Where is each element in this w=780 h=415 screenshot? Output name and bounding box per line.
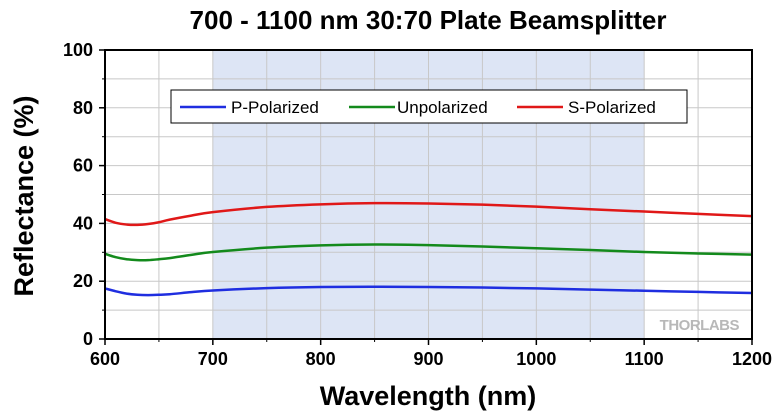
x-tick-label: 900 [413, 349, 443, 369]
x-tick-label: 1200 [732, 349, 772, 369]
x-tick-label: 800 [306, 349, 336, 369]
legend-label-p-polarized: P-Polarized [231, 98, 319, 117]
x-tick-label: 600 [90, 349, 120, 369]
y-axis-label: Reflectance (%) [9, 95, 39, 296]
thorlabs-watermark: THORLABS [660, 317, 740, 334]
chart-title: 700 - 1100 nm 30:70 Plate Beamsplitter [190, 5, 667, 35]
ticks: 600 700 800 900 1000 1100 1200 0 20 40 60 80 100 [63, 40, 772, 369]
series-line-p-polarized [104, 285, 753, 297]
x-axis-label: Wavelength (nm) [320, 381, 537, 411]
x-tick-label: 1100 [625, 349, 664, 369]
legend-label-s-polarized: S-Polarized [568, 98, 656, 117]
y-tick-label: 0 [83, 329, 93, 349]
legend-box [170, 89, 688, 124]
legend-label-unpolarized: Unpolarized [397, 98, 488, 117]
y-tick-label: 80 [73, 98, 93, 118]
series-line-unpolarized [104, 243, 753, 262]
y-tick-label: 100 [63, 40, 93, 60]
x-tick-label: 700 [198, 349, 228, 369]
series-lines [104, 201, 753, 297]
y-tick-label: 20 [73, 271, 93, 291]
x-tick-label: 1000 [516, 349, 556, 369]
legend: P-Polarized Unpolarized S-Polarized [170, 89, 688, 124]
series-line-s-polarized [104, 201, 753, 227]
y-tick-label: 60 [73, 156, 93, 176]
y-tick-label: 40 [73, 213, 93, 233]
